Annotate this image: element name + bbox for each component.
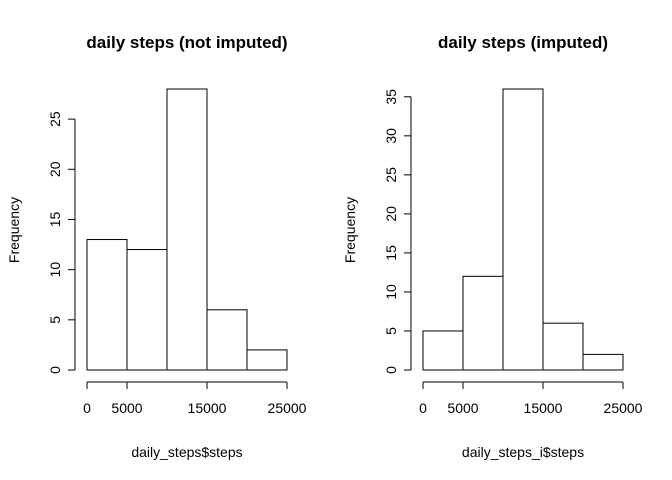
y-tick-label: 25 [47, 111, 63, 127]
y-tick-label: 15 [383, 245, 399, 261]
histogram-bar [166, 88, 208, 371]
y-tick-label: 20 [47, 161, 63, 177]
x-tick-label: 5000 [111, 400, 142, 416]
bars [86, 88, 288, 371]
y-axis-label: Frequency [342, 197, 358, 263]
histogram-bar [126, 249, 168, 371]
x-tick-label: 25000 [604, 400, 643, 416]
y-tick-label: 35 [383, 89, 399, 105]
chart-title: daily steps (imputed) [438, 33, 608, 52]
x-tick-label: 0 [83, 400, 91, 416]
chart-title: daily steps (not imputed) [86, 33, 287, 52]
y-tick-label: 0 [383, 366, 399, 374]
histogram-panel-imputed: daily steps (imputed) daily_steps_i$step… [342, 33, 643, 460]
y-tick-label: 0 [47, 366, 63, 374]
histogram-bar [582, 353, 624, 371]
y-tick-label: 15 [47, 211, 63, 227]
y-axis: 0 5 10 15 20 25 [47, 111, 76, 374]
histogram-bar [86, 239, 128, 371]
y-tick-label: 10 [47, 262, 63, 278]
histogram-bar [502, 88, 544, 371]
histogram-bar [422, 330, 464, 371]
x-tick-label: 0 [419, 400, 427, 416]
y-axis: 0 5 10 15 20 25 30 35 [383, 89, 412, 374]
y-tick-label: 5 [47, 316, 63, 324]
x-axis: 0 5000 15000 25000 [419, 381, 643, 416]
histogram-bar [462, 275, 504, 371]
bars [422, 88, 624, 371]
x-tick-label: 15000 [524, 400, 563, 416]
y-tick-label: 30 [383, 128, 399, 144]
x-tick-label: 15000 [188, 400, 227, 416]
histogram-panel-not-imputed: daily steps (not imputed) daily_steps$st… [6, 33, 307, 460]
histogram-bar [246, 349, 288, 371]
histogram-bar [542, 322, 584, 371]
x-axis-label: daily_steps_i$steps [462, 444, 584, 460]
x-axis: 0 5000 15000 25000 [83, 381, 307, 416]
x-axis-label: daily_steps$steps [131, 444, 242, 460]
y-tick-label: 25 [383, 167, 399, 183]
y-axis-label: Frequency [6, 197, 22, 263]
histogram-bar [206, 309, 248, 371]
y-tick-label: 5 [383, 327, 399, 335]
x-tick-label: 25000 [268, 400, 307, 416]
y-tick-label: 20 [383, 206, 399, 222]
y-tick-label: 10 [383, 284, 399, 300]
x-tick-label: 5000 [447, 400, 478, 416]
